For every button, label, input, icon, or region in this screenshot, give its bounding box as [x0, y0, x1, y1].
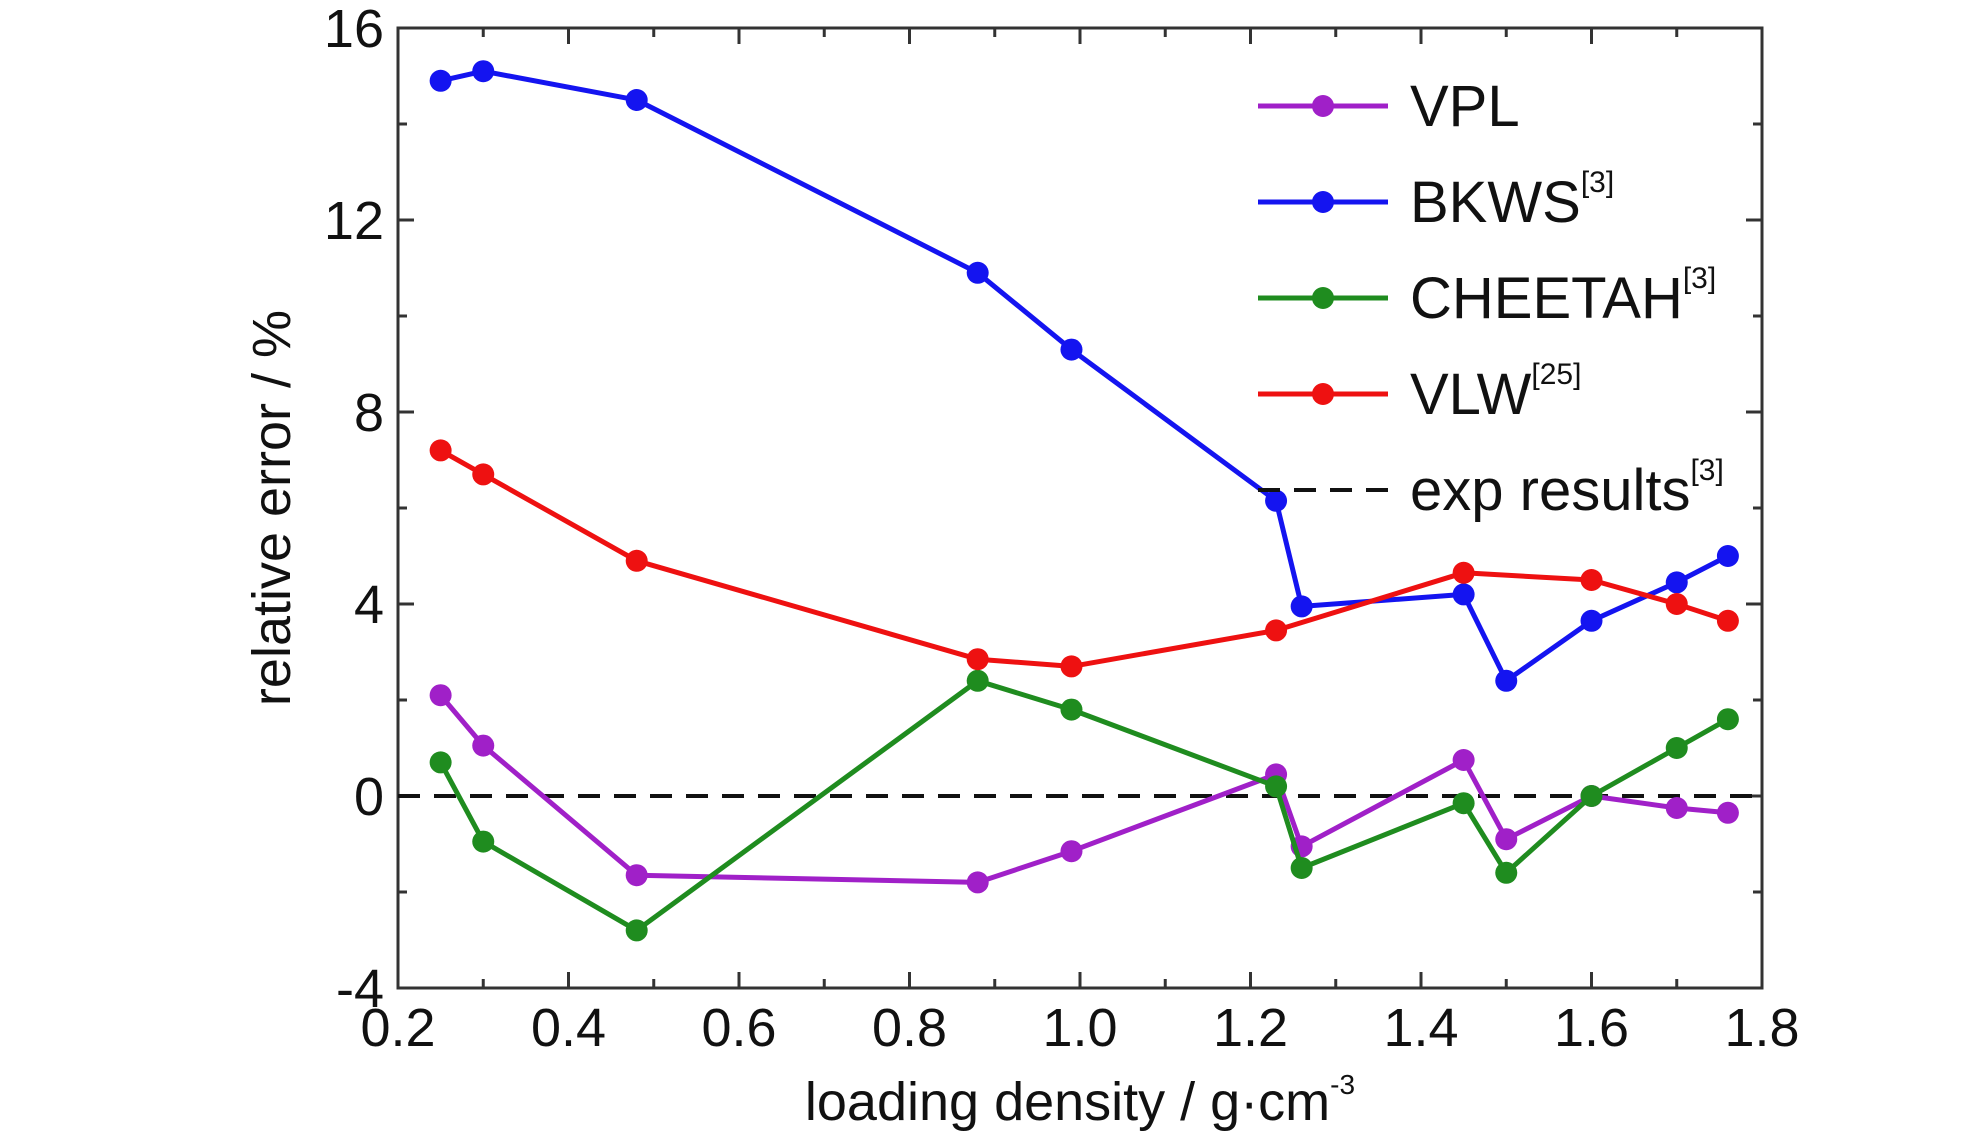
data-point-cheetah [1580, 785, 1603, 807]
x-axis-label-superscript: -3 [1330, 1069, 1355, 1100]
x-tick-label: 1.2 [1213, 998, 1288, 1058]
data-point-vlw [1452, 561, 1475, 584]
data-point-cheetah [1265, 775, 1288, 798]
legend-marker [1312, 95, 1334, 117]
y-tick-label: 0 [354, 767, 384, 827]
data-point-vlw [1716, 609, 1739, 632]
series-line-vpl [438, 693, 1729, 885]
x-tick-label: 1.4 [1383, 998, 1458, 1058]
axis-ticks [396, 26, 1764, 990]
data-point-cheetah [429, 751, 452, 774]
legend-label-text: VLW [1410, 362, 1532, 427]
y-tick-label: 16 [324, 0, 384, 59]
data-point-cheetah [966, 669, 989, 692]
series-line-cheetah [438, 678, 1730, 933]
data-point-vpl [1716, 801, 1739, 824]
legend-label-text: exp results [1410, 458, 1690, 523]
legend-label: CHEETAH[3] [1410, 262, 1716, 331]
tick-labels: 0.2 0.4 0.6 0.8 1.0 1.2 1.4 1.6 1.8 -4 0 4 8 12 16 [324, 0, 1800, 1058]
legend-marker [1312, 383, 1334, 405]
data-point-cheetah [472, 830, 495, 853]
data-point-bkws [1716, 545, 1739, 567]
series-line-vlw [439, 448, 1729, 669]
x-tick-label: 0.4 [531, 998, 606, 1058]
data-point-vpl [625, 864, 648, 887]
series-bkws [429, 60, 1739, 692]
legend-label-text: BKWS [1410, 170, 1581, 235]
y-tick-label: 4 [354, 575, 384, 635]
legend-label-superscript: [3] [1581, 166, 1614, 199]
legend-label-text: CHEETAH [1410, 266, 1683, 331]
legend-label-text: VPL [1410, 74, 1520, 139]
x-tick-label: 1.0 [1042, 998, 1117, 1058]
data-point-bkws [625, 89, 648, 111]
data-point-vlw [1060, 655, 1083, 678]
data-point-cheetah [1716, 708, 1739, 731]
y-axis-label: relative error / % [242, 310, 302, 706]
series-layer [429, 60, 1739, 942]
data-point-vpl [1060, 840, 1083, 863]
series-cheetah [429, 669, 1739, 942]
data-point-cheetah [1060, 698, 1083, 721]
legend-label: VPL [1410, 74, 1520, 139]
data-point-vpl [1495, 828, 1518, 851]
data-point-cheetah [1495, 861, 1518, 884]
legend-item-cheetah: CHEETAH[3] [1258, 262, 1716, 331]
data-point-vlw [625, 549, 648, 572]
data-point-cheetah [1665, 737, 1688, 759]
data-point-vpl [429, 684, 452, 707]
data-point-vlw [472, 463, 495, 486]
y-tick-label: -4 [336, 959, 384, 1019]
legend-label: BKWS[3] [1410, 166, 1614, 235]
data-point-bkws [472, 60, 495, 83]
data-point-vlw [1265, 619, 1288, 642]
data-point-bkws [1265, 489, 1288, 512]
legend-item-vpl: VPL [1258, 74, 1520, 139]
series-line-bkws [440, 68, 1730, 684]
x-tick-label: 1.8 [1724, 998, 1799, 1058]
data-point-bkws [966, 261, 989, 284]
data-point-vpl [966, 871, 989, 894]
data-point-vpl [1452, 749, 1475, 771]
data-point-cheetah [1452, 792, 1475, 815]
data-point-bkws [429, 69, 452, 92]
series-vpl [429, 684, 1739, 894]
x-tick-label: 0.2 [360, 998, 435, 1058]
legend-item-exp-results: exp results[3] [1258, 454, 1724, 523]
data-point-vpl [1665, 797, 1688, 819]
data-point-cheetah [1290, 857, 1313, 879]
data-point-bkws [1060, 338, 1083, 361]
data-point-bkws [1290, 595, 1313, 618]
x-axis-label: loading density / g·cm-3 [805, 1069, 1355, 1132]
legend-marker [1312, 191, 1334, 213]
data-point-vlw [429, 439, 452, 462]
legend-label-superscript: [3] [1690, 454, 1723, 487]
legend-marker [1312, 287, 1334, 309]
data-point-bkws [1665, 571, 1688, 594]
data-point-vlw [1580, 569, 1603, 591]
x-tick-label: 0.6 [701, 998, 776, 1058]
data-point-bkws [1452, 583, 1475, 606]
legend-item-vlw: VLW[25] [1258, 358, 1581, 427]
series-vlw [429, 439, 1739, 678]
data-point-bkws [1580, 609, 1603, 632]
data-point-vlw [966, 648, 989, 671]
data-point-cheetah [625, 919, 648, 942]
data-point-bkws [1495, 669, 1518, 692]
data-point-vlw [1665, 593, 1688, 615]
x-tick-label: 1.6 [1554, 998, 1629, 1058]
legend-label: exp results[3] [1410, 454, 1724, 523]
legend-label-superscript: [3] [1683, 262, 1716, 295]
x-axis-label-text: loading density / g·cm [805, 1072, 1330, 1132]
legend-label-superscript: [25] [1531, 358, 1581, 391]
x-tick-label: 0.8 [872, 998, 947, 1058]
legend-label: VLW[25] [1410, 358, 1581, 427]
data-point-vpl [472, 734, 495, 757]
legend-item-bkws: BKWS[3] [1258, 166, 1614, 235]
y-tick-label: 8 [354, 383, 384, 443]
y-tick-label: 12 [324, 191, 384, 251]
